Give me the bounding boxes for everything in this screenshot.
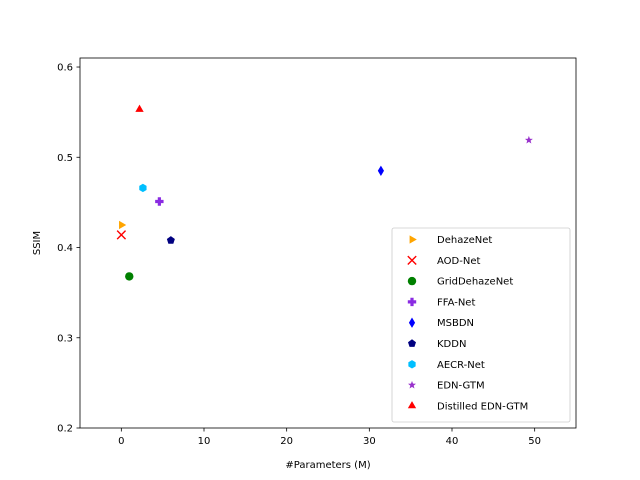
point-ffa-net — [155, 197, 164, 206]
legend-label-edn-gtm: EDN-GTM — [437, 381, 485, 392]
x-tick-label: 50 — [528, 436, 541, 447]
legend-marker-aod-net — [407, 255, 417, 265]
point-aod-net — [116, 230, 127, 240]
point-dehazenet — [119, 220, 127, 230]
point-kddn — [166, 236, 175, 244]
x-tick-label: 10 — [198, 436, 211, 447]
legend-marker-dehazenet — [409, 235, 417, 244]
legend-label-ffa-net: FFA-Net — [437, 297, 475, 308]
legend-marker-griddehazenet — [407, 276, 417, 286]
x-tick-label: 40 — [446, 436, 459, 447]
legend: DehazeNet AOD-Net GridDehazeNet FFA-Net MSBD… — [391, 227, 571, 423]
legend-marker-distilled-edn-gtm — [407, 401, 417, 409]
data-marks — [116, 104, 533, 281]
x-axis-label: #Parameters (M) — [285, 460, 370, 471]
legend-marker-msbdn — [408, 317, 416, 328]
legend-label-griddehazenet: GridDehazeNet — [437, 277, 513, 288]
legend-label-msbdn: MSBDN — [437, 318, 474, 329]
plot-frame — [79, 57, 577, 429]
y-tick-label: 0.3 — [57, 333, 73, 344]
x-tick-label: 0 — [118, 436, 124, 447]
y-tick-label: 0.5 — [57, 153, 73, 164]
y-tick-label: 0.6 — [57, 63, 73, 74]
legend-label-kddn: KDDN — [437, 339, 466, 350]
legend-marker-aecr-net — [408, 360, 416, 369]
legend-label-aecr-net: AECR-Net — [437, 360, 485, 371]
y-tick-label: 0.4 — [57, 243, 73, 254]
legend-marker-ffa-net — [407, 297, 417, 307]
point-edn-gtm — [524, 135, 533, 144]
axis-ticks: 0 10 20 30 40 50 0.2 0.3 0.4 0.5 0.6 — [57, 63, 541, 447]
y-tick-label: 0.2 — [57, 424, 73, 435]
legend-marker-kddn — [408, 339, 416, 347]
legend-label-distilled-edn-gtm: Distilled EDN-GTM — [437, 401, 528, 412]
legend-label-dehazenet: DehazeNet — [437, 235, 492, 246]
legend-label-aod-net: AOD-Net — [437, 256, 480, 267]
legend-marker-edn-gtm — [408, 380, 416, 389]
x-tick-label: 30 — [363, 436, 376, 447]
legend-box — [391, 227, 571, 423]
point-aecr-net — [139, 183, 147, 193]
x-tick-label: 20 — [280, 436, 293, 447]
y-axis-label: SSIM — [32, 231, 43, 255]
point-msbdn — [377, 165, 385, 177]
point-griddehazenet — [125, 272, 134, 281]
point-distilled-edn-gtm — [135, 104, 144, 112]
